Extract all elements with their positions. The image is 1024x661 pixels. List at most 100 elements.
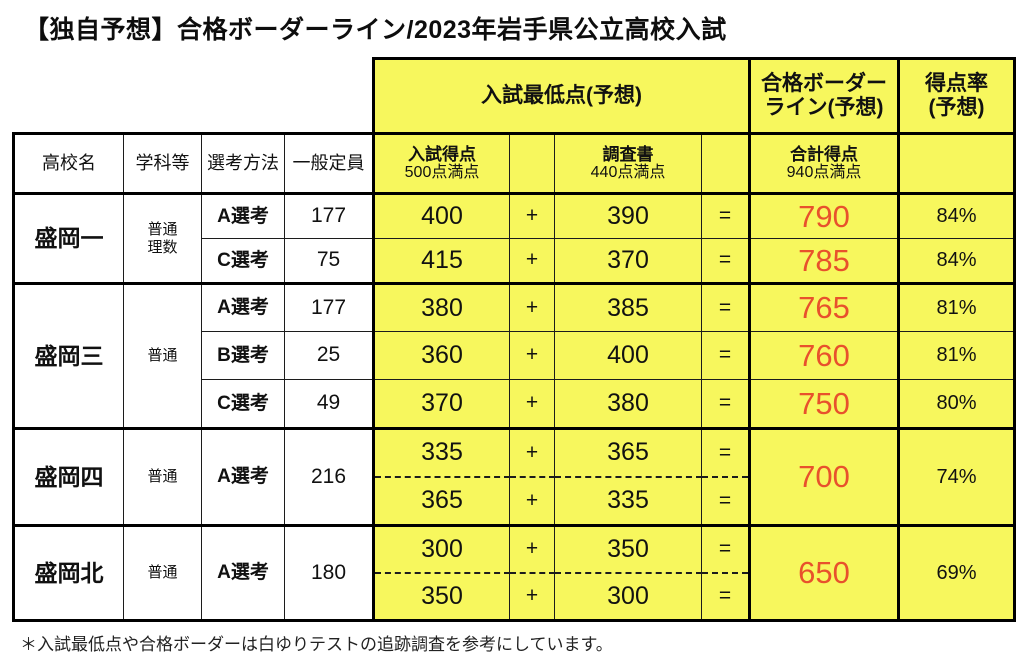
col-header-total-title: 合計得点	[790, 144, 858, 164]
total-score: 700	[748, 427, 899, 526]
equals-sign: =	[701, 192, 750, 239]
selection-method: B選考	[201, 331, 285, 380]
equals-sign: =	[701, 524, 750, 574]
exam-score: 300	[372, 524, 510, 574]
selection-method: A選考	[201, 427, 285, 526]
exam-score: 365	[372, 476, 510, 526]
capacity: 49	[284, 379, 374, 429]
equals-sign: =	[701, 572, 750, 622]
selection-method: A選考	[201, 282, 285, 332]
plus-sign: +	[509, 572, 555, 622]
exam-score: 350	[372, 572, 510, 622]
score-rate: 81%	[897, 282, 1016, 332]
department-line1: 普通	[147, 564, 178, 582]
report-score: 380	[554, 379, 702, 429]
col-header-method: 選考方法	[201, 132, 285, 194]
total-score: 750	[748, 379, 899, 429]
plus-sign: +	[509, 331, 555, 380]
selection-method: C選考	[201, 238, 285, 284]
score-rate: 84%	[897, 192, 1016, 239]
header-border-line: 合格ボーダー ライン(予想)	[748, 57, 899, 134]
capacity: 177	[284, 282, 374, 332]
capacity: 25	[284, 331, 374, 380]
department-line2: 理数	[147, 238, 178, 256]
footnote: ＊入試最低点や合格ボーダーは白ゆりテストの追跡調査を参考にしています。	[20, 635, 613, 654]
col-header-rate-spacer	[897, 132, 1016, 194]
selection-method: A選考	[201, 524, 285, 622]
plus-sign: +	[509, 476, 555, 526]
exam-score: 400	[372, 192, 510, 239]
plus-sign: +	[509, 379, 555, 429]
col-header-total-max: 940点満点	[786, 164, 862, 182]
col-header-school: 高校名	[12, 132, 124, 194]
header-rate-line1: 得点率	[925, 71, 988, 95]
report-score: 385	[554, 282, 702, 332]
score-rate: 81%	[897, 331, 1016, 380]
col-header-plus-spacer	[509, 132, 555, 194]
school-name: 盛岡三	[12, 282, 124, 429]
header-rate-line2: (予想)	[928, 96, 985, 119]
department-line1: 普通	[147, 221, 178, 239]
total-score: 785	[748, 238, 899, 284]
total-score: 760	[748, 331, 899, 380]
score-rate: 69%	[897, 524, 1016, 622]
exam-score: 370	[372, 379, 510, 429]
score-rate: 80%	[897, 379, 1016, 429]
total-score: 765	[748, 282, 899, 332]
col-header-report-title: 調査書	[602, 144, 654, 164]
department: 普通	[123, 427, 202, 526]
total-score: 790	[748, 192, 899, 239]
col-header-total: 合計得点 940点満点	[748, 132, 899, 194]
equals-sign: =	[701, 379, 750, 429]
capacity: 75	[284, 238, 374, 284]
col-header-report-max: 440点満点	[590, 164, 666, 182]
equals-sign: =	[701, 427, 750, 478]
col-header-capacity: 一般定員	[284, 132, 374, 194]
selection-method: C選考	[201, 379, 285, 429]
report-score: 350	[554, 524, 702, 574]
score-rate: 84%	[897, 238, 1016, 284]
equals-sign: =	[701, 476, 750, 526]
col-header-report: 調査書 440点満点	[554, 132, 702, 194]
report-score: 370	[554, 238, 702, 284]
selection-method: A選考	[201, 192, 285, 239]
equals-sign: =	[701, 282, 750, 332]
exam-score: 360	[372, 331, 510, 380]
report-score: 300	[554, 572, 702, 622]
department: 普通	[123, 524, 202, 622]
capacity: 216	[284, 427, 374, 526]
department: 普通	[123, 282, 202, 429]
col-header-department: 学科等	[123, 132, 202, 194]
table-corner-spacer	[14, 59, 374, 134]
department-line1: 普通	[147, 347, 178, 365]
score-rate: 74%	[897, 427, 1016, 526]
col-header-exam-score-max: 500点満点	[404, 164, 480, 182]
department-line1: 普通	[147, 468, 178, 486]
plus-sign: +	[509, 427, 555, 478]
plus-sign: +	[509, 192, 555, 239]
equals-sign: =	[701, 238, 750, 284]
report-score: 365	[554, 427, 702, 478]
equals-sign: =	[701, 331, 750, 380]
header-exam-min: 入試最低点(予想)	[372, 57, 750, 134]
header-border-line-line2: ライン(予想)	[764, 96, 884, 119]
school-name: 盛岡四	[12, 427, 124, 526]
plus-sign: +	[509, 282, 555, 332]
school-name: 盛岡一	[12, 192, 124, 284]
exam-score: 335	[372, 427, 510, 478]
col-header-exam-score-title: 入試得点	[408, 144, 476, 164]
border-line-table: 入試最低点(予想) 合格ボーダー ライン(予想) 得点率 (予想) 高校名 学科…	[12, 57, 1016, 622]
exam-score: 415	[372, 238, 510, 284]
report-score: 335	[554, 476, 702, 526]
school-name: 盛岡北	[12, 524, 124, 622]
col-header-exam-score: 入試得点 500点満点	[372, 132, 510, 194]
exam-score: 380	[372, 282, 510, 332]
total-score: 650	[748, 524, 899, 622]
report-score: 400	[554, 331, 702, 380]
capacity: 180	[284, 524, 374, 622]
header-rate: 得点率 (予想)	[897, 57, 1016, 134]
page-title: 【独自予想】合格ボーダーライン/2023年岩手県公立高校入試	[24, 16, 727, 44]
plus-sign: +	[509, 238, 555, 284]
plus-sign: +	[509, 524, 555, 574]
header-border-line-line1: 合格ボーダー	[761, 71, 887, 95]
